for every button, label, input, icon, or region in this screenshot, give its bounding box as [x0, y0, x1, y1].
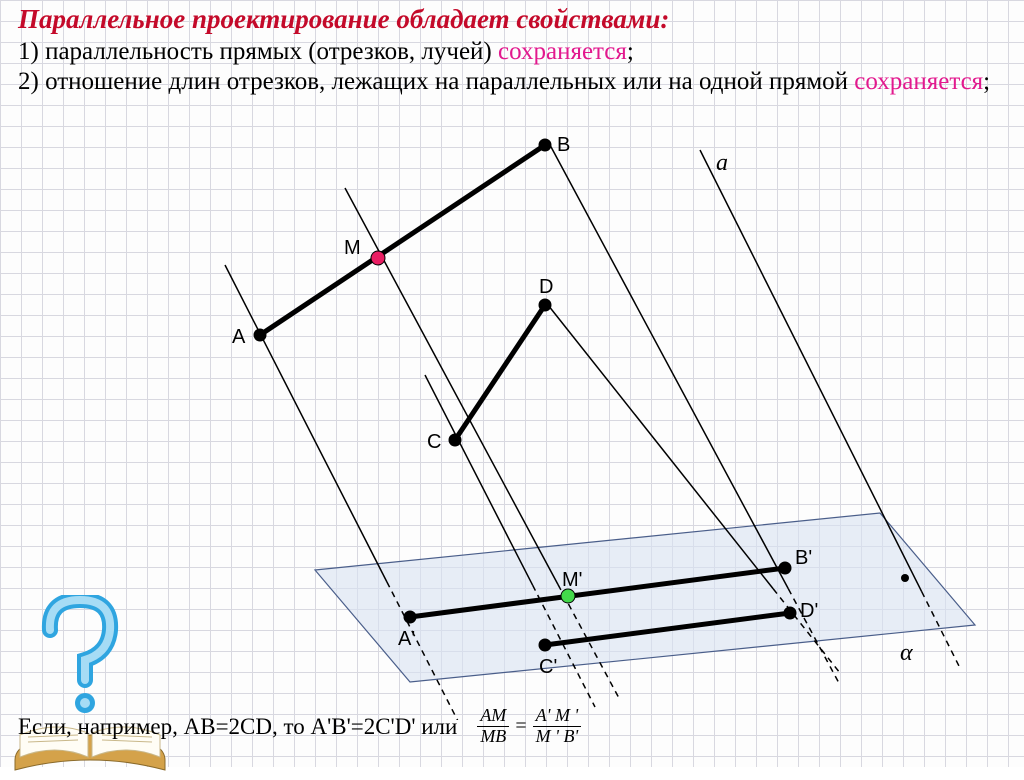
bottom-formula: Если, например, AB=2CD, то A'B'=2C'D' ил… [18, 706, 1006, 747]
svg-text:B: B [557, 134, 570, 156]
segment-CD [455, 305, 545, 440]
prop1-keyword: сохраняется [498, 38, 627, 65]
svg-text:D: D [539, 276, 553, 298]
svg-text:α: α [900, 640, 913, 666]
equals-sign: = [515, 715, 526, 738]
prop1-semi: ; [627, 38, 634, 65]
prop2-semi: ; [983, 68, 990, 95]
svg-text:M: M [344, 237, 361, 259]
bottom-text: Если, например, AB=2CD, то A'B'=2C'D' ил… [18, 714, 457, 740]
svg-text:M': M' [562, 569, 582, 591]
books-question-decoration [10, 595, 170, 715]
prop2-text: 2) отношение длин отрезков, лежащих на п… [18, 68, 854, 95]
fraction-left: AM MB [477, 706, 509, 747]
svg-text:A': A' [398, 628, 415, 650]
title: Параллельное проектирование обладает сво… [18, 4, 1006, 35]
property-1: 1) параллельность прямых (отрезков, луче… [18, 37, 1006, 67]
svg-text:A: A [232, 326, 246, 348]
svg-text:B': B' [795, 547, 812, 569]
svg-text:D': D' [800, 600, 818, 622]
svg-text:C: C [427, 431, 441, 453]
svg-text:a: a [716, 150, 728, 176]
plane-alpha [315, 513, 975, 682]
prop2-keyword: сохраняется [854, 68, 983, 95]
prop1-text: 1) параллельность прямых (отрезков, луче… [18, 38, 498, 65]
fraction-right: A' M ' M ' B' [533, 706, 582, 747]
segment-AB [260, 145, 545, 335]
svg-text:C': C' [539, 656, 557, 678]
property-2: 2) отношение длин отрезков, лежащих на п… [18, 67, 1006, 97]
text-block: Параллельное проектирование обладает сво… [0, 0, 1024, 97]
